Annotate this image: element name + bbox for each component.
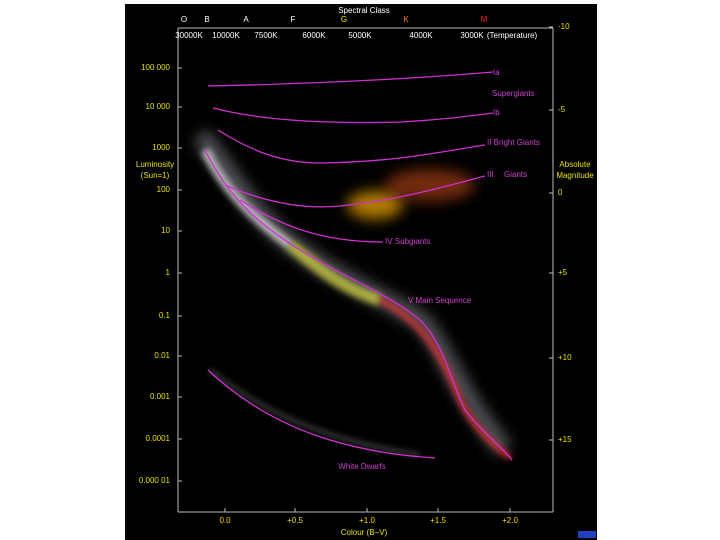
curve-iv [239,199,384,243]
region-label: Giants [504,170,527,179]
left-tick-label: 0.1 [159,311,171,320]
left-tick-label: 0.001 [150,392,171,401]
right-tick-label: +15 [558,435,572,444]
curve-ii [217,129,486,164]
left-tick-label: 10 000 [146,102,171,111]
spectral-class: M [481,15,488,24]
region-label: White Dwarfs [338,462,386,471]
left-tick-label: 0.0001 [146,434,171,443]
region-label: Ib [493,108,500,117]
region-label: Supergiants [492,89,535,98]
temperature: 30000K [175,31,203,40]
curve-ia [207,71,494,87]
logo [578,531,596,538]
spectral-class: O [181,15,187,24]
spectral-class: B [204,15,209,24]
spectral-class: K [403,15,409,24]
left-axis-title: Luminosity [136,160,174,169]
bottom-tick-label: +1.0 [359,516,375,525]
bottom-axis-title: Colour (B−V) [341,528,388,537]
right-tick-label: 0 [558,188,563,197]
bottom-tick-label: +2.0 [502,516,518,525]
left-tick-label: 1 [166,268,171,277]
region-label: V Main Sequence [408,296,472,305]
right-axis-title: Magnitude [556,171,594,180]
region-label: II Bright Giants [487,138,540,147]
spectral-class: F [291,15,296,24]
temperature: 6000K [302,31,326,40]
left-tick-label: 1000 [152,143,170,152]
temperature: 5000K [348,31,372,40]
left-tick-label: 0.000 01 [139,476,171,485]
panel [125,4,597,540]
left-tick-label: 0.01 [154,351,170,360]
temperature: 7500K [254,31,278,40]
bottom-tick-label: +0.5 [287,516,303,525]
left-tick-label: 100 000 [141,63,170,72]
left-tick-label: 100 [157,185,171,194]
left-tick-label: 10 [161,226,170,235]
right-tick-label: -10 [558,22,570,31]
bottom-tick-label: +1.5 [430,516,446,525]
region-label: IV Subgiants [385,237,430,246]
right-tick-label: +10 [558,353,572,362]
region-label: III [487,170,494,179]
curve-ib [212,107,494,124]
left-axis-title: (Sun=1) [141,171,170,180]
curve-v [204,149,513,461]
spectral-class: G [341,15,347,24]
temperature: 3000K [460,31,484,40]
curve-wd [207,369,436,459]
right-tick-label: +5 [558,268,568,277]
luminosity-curves [204,71,513,461]
axes [177,27,554,513]
bottom-tick-label: 0.0 [219,516,231,525]
temperature: 10000K [212,31,240,40]
right-tick-label: -5 [558,105,566,114]
region-label: Ia [493,68,500,77]
temperature: (Temperature) [487,31,538,40]
title: Spectral Class [338,6,390,15]
labels: O B A F G K M 30000K 10000K 7500K 6000K 5000K 4000K 3… [136,15,594,537]
curve-iii [224,175,486,208]
right-axis-title: Absolute [559,160,591,169]
temperature: 4000K [409,31,433,40]
spectral-class: A [243,15,249,24]
